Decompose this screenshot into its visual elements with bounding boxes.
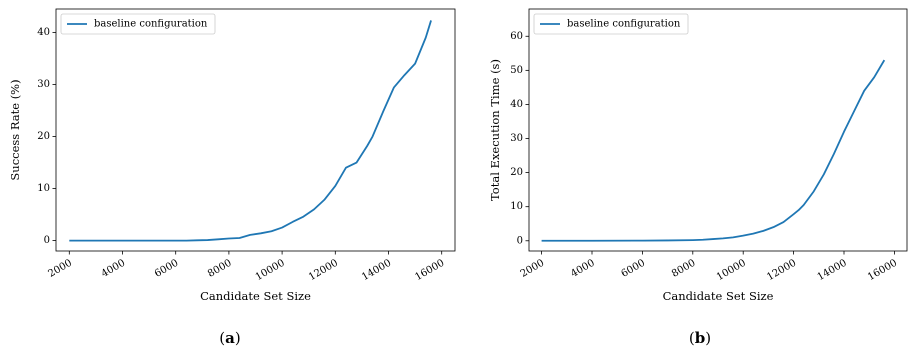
- y-tick-label: 10: [510, 201, 523, 212]
- y-tick-label: 40: [510, 99, 523, 110]
- caption-paren-open: (: [219, 329, 225, 347]
- y-tick-label: 30: [510, 133, 523, 144]
- legend-label: baseline configuration: [567, 19, 681, 30]
- y-tick-label: 30: [37, 79, 50, 90]
- x-tick-label: 10000: [715, 258, 748, 283]
- x-tick-label: 8000: [670, 258, 698, 280]
- y-tick-label: 40: [37, 27, 50, 38]
- x-tick-label: 12000: [307, 258, 340, 283]
- legend: baseline configuration: [533, 13, 689, 35]
- y-axis-label: Success Rate (%): [8, 79, 22, 180]
- y-tick-label: 0: [44, 235, 50, 246]
- series-line: [69, 20, 432, 242]
- caption-letter: a: [225, 329, 235, 347]
- plot-frame: [55, 8, 456, 252]
- y-tick-label: 50: [510, 65, 523, 76]
- legend-frame: [60, 13, 216, 35]
- x-tick-label: 10000: [254, 258, 287, 283]
- chart-panel-b: 2000 4000 6000 8000 10000 12000 14000 16000 0 10 2…: [488, 8, 908, 347]
- panel-caption: (b): [689, 329, 711, 347]
- x-tick-label: 16000: [413, 258, 446, 283]
- x-axis-label: Candidate Set Size: [200, 289, 311, 303]
- y-tick-label: 20: [510, 167, 523, 178]
- plot-frame: [528, 8, 908, 252]
- x-tick-label: 8000: [206, 258, 234, 280]
- series-line: [541, 59, 886, 242]
- y-tick-label: 10: [37, 183, 50, 194]
- x-tick-label: 14000: [816, 258, 849, 283]
- x-tick-label: 6000: [153, 258, 181, 280]
- x-tick-label: 6000: [620, 258, 648, 280]
- y-tick-label: 0: [517, 235, 523, 246]
- legend: baseline configuration: [60, 13, 216, 35]
- x-tick-label: 4000: [100, 258, 128, 280]
- x-tick-label: 2000: [519, 258, 547, 280]
- x-tick-label: 4000: [569, 258, 597, 280]
- legend-frame: [533, 13, 689, 35]
- y-tick-label: 60: [510, 31, 523, 42]
- caption-paren-open: (: [689, 329, 695, 347]
- y-tick-label: 20: [37, 131, 50, 142]
- x-tick-label: 14000: [360, 258, 393, 283]
- chart-panel-a: 2000 4000 6000 8000 10000 12000 14000 16000 0 10 2…: [8, 8, 456, 347]
- x-tick-label: 12000: [765, 258, 798, 283]
- panel-caption: (a): [219, 329, 240, 347]
- legend-label: baseline configuration: [94, 19, 208, 30]
- caption-paren-close: ): [235, 329, 241, 347]
- caption-paren-close: ): [705, 329, 711, 347]
- y-axis-label: Total Execution Time (s): [488, 59, 502, 201]
- x-tick-label: 2000: [46, 258, 74, 280]
- caption-letter: b: [695, 329, 706, 347]
- x-tick-label: 16000: [866, 258, 899, 283]
- x-axis-label: Candidate Set Size: [663, 289, 774, 303]
